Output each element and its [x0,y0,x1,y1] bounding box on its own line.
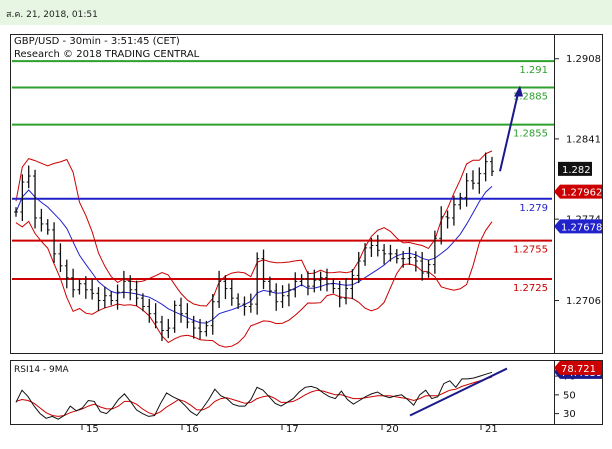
rsi-tick-label: 50 [563,390,576,401]
forecast-arrow-line [499,93,519,172]
y-tick-label: 1.2841 [566,134,601,145]
x-tick-label: 20 [386,424,399,435]
x-tick-label: 21 [485,424,498,435]
y-tick-label: 1.2706 [566,296,601,307]
rsi-line [15,371,493,420]
rsi-panel [10,360,555,425]
rsi-ma-value-tag-box [554,360,602,375]
bollinger-upper-line [15,150,493,307]
level-label: 1.2725 [513,283,548,294]
bollinger-upper-tag-box [554,184,602,199]
level-label: 1.279 [519,203,548,214]
forecast-arrow-head [514,85,523,97]
level-label: 1.2755 [513,245,548,256]
moving-average-line [15,186,493,324]
rsi-ma-line [15,376,493,417]
level-label: 1.291 [519,65,548,76]
level-label: 1.2885 [513,91,548,102]
x-tick-label: 16 [186,424,199,435]
y-tick-label: 1.2908 [566,54,601,65]
rsi-title: RSI14 - 9MA [14,365,70,375]
timestamp: ส.ค. 21, 2018, 01:51 [6,10,98,20]
x-tick-label: 15 [86,424,99,435]
level-label: 1.2855 [513,129,548,140]
rsi-trendline [409,367,508,417]
bollinger-upper-tag-label: 1.27962 [561,188,602,199]
rsi-tick-label: 30 [563,409,576,420]
current-price-tag-label: 1.282 [562,165,591,176]
current-price-tag-box [558,161,592,176]
rsi-ma-value-tag-label: 78.721 [561,364,596,375]
chart-title: GBP/USD - 30min - 3:51:45 (CET) [14,36,180,47]
moving-average-tag-label: 1.27678 [561,222,602,233]
x-tick-label: 17 [286,424,299,435]
moving-average-tag-box [554,219,602,234]
chart-subtitle: Research © 2018 TRADING CENTRAL [14,49,200,60]
header-bar: ส.ค. 21, 2018, 01:51 [0,0,612,25]
bollinger-lower-line [15,220,493,348]
